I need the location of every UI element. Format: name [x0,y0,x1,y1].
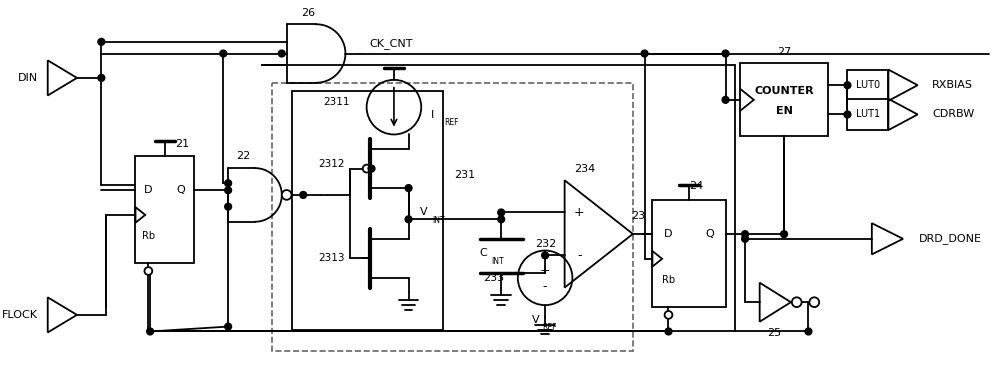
Text: CK_CNT: CK_CNT [370,38,413,49]
Circle shape [722,50,729,57]
Circle shape [282,190,292,200]
Text: V: V [532,315,539,325]
Text: 2312: 2312 [319,159,345,169]
Text: 27: 27 [777,46,791,56]
Bar [740,63,828,136]
Circle shape [809,297,819,307]
Circle shape [363,165,371,172]
Circle shape [220,50,227,57]
Bar [292,91,443,329]
Circle shape [225,323,232,330]
Text: D: D [144,185,153,195]
Bar [272,83,633,351]
Circle shape [98,74,105,81]
Circle shape [844,82,851,89]
Circle shape [368,165,375,172]
Circle shape [300,192,307,199]
Text: DRD_DONE: DRD_DONE [919,233,982,244]
Text: CDRBW: CDRBW [932,109,975,119]
Text: 22: 22 [236,151,250,161]
Circle shape [147,328,154,335]
Circle shape [665,311,672,319]
Circle shape [498,216,505,223]
Circle shape [498,209,505,216]
Text: 21: 21 [175,139,189,149]
Circle shape [792,297,802,307]
Text: INT: INT [432,216,445,225]
Circle shape [144,267,152,275]
Circle shape [225,203,232,210]
Text: 2311: 2311 [324,97,350,107]
Text: D: D [664,229,673,239]
Text: 233: 233 [483,273,504,283]
Text: 24: 24 [689,181,703,191]
Text: Q: Q [177,185,186,195]
Text: Rb: Rb [142,232,155,242]
Text: V: V [420,207,428,217]
Circle shape [98,38,105,45]
Text: +: + [574,206,585,219]
Circle shape [225,187,232,194]
Circle shape [722,96,729,103]
Text: INT: INT [491,257,504,266]
Text: +: + [540,263,550,276]
Circle shape [781,231,787,238]
Text: COUNTER: COUNTER [754,86,814,96]
Text: -: - [577,249,581,262]
Text: 2313: 2313 [319,253,345,263]
Text: FLOCK: FLOCK [2,310,38,320]
Circle shape [805,328,812,335]
Text: REF: REF [542,323,556,332]
Circle shape [278,50,285,57]
Text: C: C [480,248,488,258]
Text: LUT0: LUT0 [856,80,880,90]
Text: RXBIAS: RXBIAS [932,80,973,90]
Text: REF: REF [445,118,459,127]
Circle shape [742,231,748,238]
Text: Rb: Rb [662,275,675,285]
Text: EN: EN [776,106,792,116]
Bar [847,70,888,101]
Bar [652,200,726,307]
Text: -: - [543,280,547,293]
Circle shape [405,216,412,223]
Circle shape [641,50,648,57]
Circle shape [542,252,549,259]
Circle shape [665,328,672,335]
Circle shape [405,185,412,192]
Bar [135,156,194,263]
Circle shape [742,235,748,242]
Bar [847,99,888,130]
Text: 231: 231 [454,170,476,180]
Text: 25: 25 [767,328,781,338]
Circle shape [844,111,851,118]
Text: 234: 234 [574,164,596,174]
Text: 232: 232 [535,239,557,249]
Text: LUT1: LUT1 [856,109,880,119]
Text: DIN: DIN [18,73,38,83]
Circle shape [225,180,232,187]
Text: 26: 26 [301,8,315,18]
Text: 23: 23 [631,211,645,222]
Text: I: I [431,110,434,120]
Text: Q: Q [705,229,714,239]
